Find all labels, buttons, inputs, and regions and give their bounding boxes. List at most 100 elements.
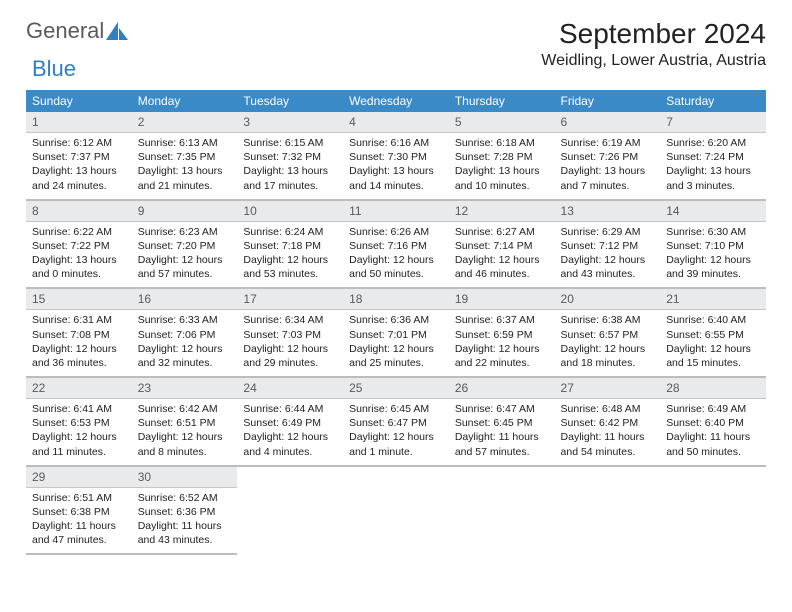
day-number: 5 — [449, 112, 555, 133]
day-number: 21 — [660, 289, 766, 310]
logo-text-1: General — [26, 18, 104, 44]
day-number: 29 — [26, 467, 132, 488]
day-number: 3 — [237, 112, 343, 133]
day-number: 27 — [555, 378, 661, 399]
calendar-day-cell: 15Sunrise: 6:31 AMSunset: 7:08 PMDayligh… — [26, 288, 132, 377]
weekday-header: Monday — [132, 90, 238, 112]
calendar-day-cell: 27Sunrise: 6:48 AMSunset: 6:42 PMDayligh… — [555, 377, 661, 466]
location: Weidling, Lower Austria, Austria — [541, 52, 766, 70]
day-number: 13 — [555, 201, 661, 222]
month-title: September 2024 — [541, 18, 766, 50]
day-data: Sunrise: 6:31 AMSunset: 7:08 PMDaylight:… — [26, 310, 132, 376]
calendar-day-cell: 16Sunrise: 6:33 AMSunset: 7:06 PMDayligh… — [132, 288, 238, 377]
day-number: 6 — [555, 112, 661, 133]
logo-sail-icon — [106, 22, 128, 40]
day-data: Sunrise: 6:13 AMSunset: 7:35 PMDaylight:… — [132, 133, 238, 199]
day-data: Sunrise: 6:52 AMSunset: 6:36 PMDaylight:… — [132, 488, 238, 554]
calendar-day-cell: 7Sunrise: 6:20 AMSunset: 7:24 PMDaylight… — [660, 112, 766, 200]
day-data: Sunrise: 6:12 AMSunset: 7:37 PMDaylight:… — [26, 133, 132, 199]
day-data: Sunrise: 6:48 AMSunset: 6:42 PMDaylight:… — [555, 399, 661, 465]
day-number: 30 — [132, 467, 238, 488]
calendar-week-row: 1Sunrise: 6:12 AMSunset: 7:37 PMDaylight… — [26, 112, 766, 200]
day-number: 11 — [343, 201, 449, 222]
day-number: 16 — [132, 289, 238, 310]
calendar-day-cell: 4Sunrise: 6:16 AMSunset: 7:30 PMDaylight… — [343, 112, 449, 200]
day-number: 23 — [132, 378, 238, 399]
calendar-day-cell — [343, 466, 449, 555]
day-data: Sunrise: 6:44 AMSunset: 6:49 PMDaylight:… — [237, 399, 343, 465]
day-data: Sunrise: 6:16 AMSunset: 7:30 PMDaylight:… — [343, 133, 449, 199]
day-data: Sunrise: 6:15 AMSunset: 7:32 PMDaylight:… — [237, 133, 343, 199]
day-data: Sunrise: 6:47 AMSunset: 6:45 PMDaylight:… — [449, 399, 555, 465]
weekday-header-row: Sunday Monday Tuesday Wednesday Thursday… — [26, 90, 766, 112]
day-number: 14 — [660, 201, 766, 222]
day-number: 22 — [26, 378, 132, 399]
day-number: 18 — [343, 289, 449, 310]
day-data: Sunrise: 6:19 AMSunset: 7:26 PMDaylight:… — [555, 133, 661, 199]
day-number: 26 — [449, 378, 555, 399]
day-data: Sunrise: 6:22 AMSunset: 7:22 PMDaylight:… — [26, 222, 132, 288]
day-data: Sunrise: 6:45 AMSunset: 6:47 PMDaylight:… — [343, 399, 449, 465]
calendar-day-cell: 13Sunrise: 6:29 AMSunset: 7:12 PMDayligh… — [555, 200, 661, 289]
calendar-day-cell: 23Sunrise: 6:42 AMSunset: 6:51 PMDayligh… — [132, 377, 238, 466]
day-data: Sunrise: 6:18 AMSunset: 7:28 PMDaylight:… — [449, 133, 555, 199]
calendar-day-cell: 14Sunrise: 6:30 AMSunset: 7:10 PMDayligh… — [660, 200, 766, 289]
calendar-day-cell: 22Sunrise: 6:41 AMSunset: 6:53 PMDayligh… — [26, 377, 132, 466]
logo: General — [26, 18, 128, 44]
calendar-day-cell: 5Sunrise: 6:18 AMSunset: 7:28 PMDaylight… — [449, 112, 555, 200]
day-data: Sunrise: 6:20 AMSunset: 7:24 PMDaylight:… — [660, 133, 766, 199]
calendar-day-cell: 26Sunrise: 6:47 AMSunset: 6:45 PMDayligh… — [449, 377, 555, 466]
day-number: 17 — [237, 289, 343, 310]
calendar-day-cell — [449, 466, 555, 555]
day-number: 4 — [343, 112, 449, 133]
calendar-day-cell: 18Sunrise: 6:36 AMSunset: 7:01 PMDayligh… — [343, 288, 449, 377]
calendar-day-cell: 19Sunrise: 6:37 AMSunset: 6:59 PMDayligh… — [449, 288, 555, 377]
calendar-day-cell: 6Sunrise: 6:19 AMSunset: 7:26 PMDaylight… — [555, 112, 661, 200]
calendar-day-cell — [660, 466, 766, 555]
day-data: Sunrise: 6:34 AMSunset: 7:03 PMDaylight:… — [237, 310, 343, 376]
calendar-day-cell: 28Sunrise: 6:49 AMSunset: 6:40 PMDayligh… — [660, 377, 766, 466]
day-number: 20 — [555, 289, 661, 310]
day-data: Sunrise: 6:26 AMSunset: 7:16 PMDaylight:… — [343, 222, 449, 288]
calendar-day-cell: 29Sunrise: 6:51 AMSunset: 6:38 PMDayligh… — [26, 466, 132, 555]
calendar-day-cell: 24Sunrise: 6:44 AMSunset: 6:49 PMDayligh… — [237, 377, 343, 466]
calendar-day-cell: 9Sunrise: 6:23 AMSunset: 7:20 PMDaylight… — [132, 200, 238, 289]
calendar-week-row: 22Sunrise: 6:41 AMSunset: 6:53 PMDayligh… — [26, 377, 766, 466]
day-number: 1 — [26, 112, 132, 133]
day-data: Sunrise: 6:49 AMSunset: 6:40 PMDaylight:… — [660, 399, 766, 465]
day-number: 28 — [660, 378, 766, 399]
day-data: Sunrise: 6:24 AMSunset: 7:18 PMDaylight:… — [237, 222, 343, 288]
calendar-day-cell: 17Sunrise: 6:34 AMSunset: 7:03 PMDayligh… — [237, 288, 343, 377]
day-data: Sunrise: 6:29 AMSunset: 7:12 PMDaylight:… — [555, 222, 661, 288]
calendar-day-cell: 30Sunrise: 6:52 AMSunset: 6:36 PMDayligh… — [132, 466, 238, 555]
day-data: Sunrise: 6:37 AMSunset: 6:59 PMDaylight:… — [449, 310, 555, 376]
weekday-header: Tuesday — [237, 90, 343, 112]
calendar-day-cell: 1Sunrise: 6:12 AMSunset: 7:37 PMDaylight… — [26, 112, 132, 200]
calendar-day-cell: 21Sunrise: 6:40 AMSunset: 6:55 PMDayligh… — [660, 288, 766, 377]
day-data: Sunrise: 6:36 AMSunset: 7:01 PMDaylight:… — [343, 310, 449, 376]
weekday-header: Thursday — [449, 90, 555, 112]
calendar-day-cell: 12Sunrise: 6:27 AMSunset: 7:14 PMDayligh… — [449, 200, 555, 289]
weekday-header: Sunday — [26, 90, 132, 112]
day-number: 24 — [237, 378, 343, 399]
day-number: 8 — [26, 201, 132, 222]
day-data: Sunrise: 6:33 AMSunset: 7:06 PMDaylight:… — [132, 310, 238, 376]
day-data: Sunrise: 6:42 AMSunset: 6:51 PMDaylight:… — [132, 399, 238, 465]
calendar-day-cell: 20Sunrise: 6:38 AMSunset: 6:57 PMDayligh… — [555, 288, 661, 377]
calendar-week-row: 15Sunrise: 6:31 AMSunset: 7:08 PMDayligh… — [26, 288, 766, 377]
day-number: 19 — [449, 289, 555, 310]
calendar-week-row: 8Sunrise: 6:22 AMSunset: 7:22 PMDaylight… — [26, 200, 766, 289]
day-data: Sunrise: 6:38 AMSunset: 6:57 PMDaylight:… — [555, 310, 661, 376]
day-data: Sunrise: 6:23 AMSunset: 7:20 PMDaylight:… — [132, 222, 238, 288]
day-number: 2 — [132, 112, 238, 133]
calendar-day-cell: 2Sunrise: 6:13 AMSunset: 7:35 PMDaylight… — [132, 112, 238, 200]
day-number: 15 — [26, 289, 132, 310]
logo-text-2: Blue — [32, 56, 76, 82]
day-data: Sunrise: 6:51 AMSunset: 6:38 PMDaylight:… — [26, 488, 132, 554]
calendar-day-cell: 11Sunrise: 6:26 AMSunset: 7:16 PMDayligh… — [343, 200, 449, 289]
day-data: Sunrise: 6:41 AMSunset: 6:53 PMDaylight:… — [26, 399, 132, 465]
day-number: 10 — [237, 201, 343, 222]
calendar-day-cell — [237, 466, 343, 555]
day-data: Sunrise: 6:40 AMSunset: 6:55 PMDaylight:… — [660, 310, 766, 376]
day-number: 25 — [343, 378, 449, 399]
